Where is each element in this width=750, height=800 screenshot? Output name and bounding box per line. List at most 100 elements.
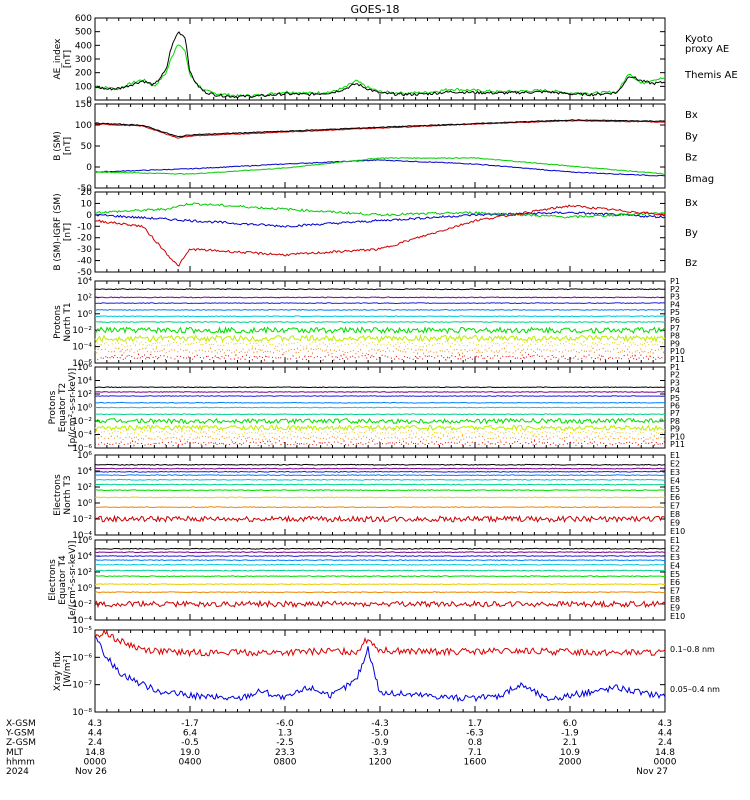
panel-frame — [94, 191, 666, 273]
ytick-label: 300 — [75, 55, 92, 65]
series-line-P2 — [94, 391, 666, 393]
series-line-Kyoto proxy AE — [94, 44, 666, 98]
series-line-E9 — [95, 506, 665, 509]
axis-label: B (SM)-IGRF (SM) — [53, 193, 63, 270]
ytick-label: 0 — [86, 211, 92, 221]
ytick-label: -50 — [77, 268, 92, 278]
series-line-E7 — [94, 575, 666, 578]
axis-cell: 0800 — [274, 757, 297, 767]
ytick-label: 10⁻⁷ — [72, 681, 92, 691]
legend-label: P11 — [670, 440, 685, 449]
axis-cell: -5.0 — [371, 729, 389, 739]
axis-cell: -1.9 — [561, 729, 579, 739]
legend-label: E3 — [670, 468, 680, 477]
legend-label: P5 — [670, 308, 680, 317]
axis-label: B (SM) — [53, 131, 63, 161]
legend-label: E6 — [670, 493, 680, 502]
axis-cell: 2000 — [559, 757, 582, 767]
axis-label: North T3 — [63, 475, 73, 514]
ytick-label: 10⁶ — [77, 536, 92, 546]
series-line-E10 — [94, 514, 666, 524]
panel-frame — [94, 629, 666, 713]
legend-label: E4 — [670, 561, 680, 570]
ytick-label: 0 — [86, 96, 92, 106]
row-label: 2024 — [6, 767, 29, 777]
ytick-label: 500 — [75, 28, 92, 38]
ytick-label: 10⁻² — [72, 600, 92, 610]
axis-cell: 7.1 — [468, 748, 482, 758]
panel-ee: 10⁶ 10⁴ 10² 10⁰ 10⁻² 10⁻⁴ Electrons Equator T4[… — [48, 536, 685, 626]
row-label: hhmm — [6, 757, 35, 767]
series-line-E6 — [94, 569, 666, 572]
legend-label: Kyoto — [685, 34, 713, 45]
series-line-0.1–0.8 nm — [94, 628, 666, 658]
axis-label: [e/(cm²-s-sr-keV)] — [68, 541, 78, 620]
axis-cell: 0000 — [654, 757, 677, 767]
ytick-label: 100 — [75, 121, 92, 131]
legend: Bx By Bz Bmag — [685, 110, 714, 185]
series-line-P5 — [94, 315, 666, 318]
series-line-Bz — [94, 119, 666, 139]
axis-cell: 10.9 — [560, 748, 580, 758]
legend-label: By — [685, 131, 698, 142]
series-line-P7 — [94, 417, 666, 425]
ytick-label: 10⁻⁵ — [72, 626, 92, 636]
series-line-P8 — [94, 424, 666, 432]
legend-label: E6 — [670, 578, 680, 587]
ytick-label: 10⁴ — [77, 552, 92, 562]
axis-cell: 1600 — [464, 757, 487, 767]
legend-label: E5 — [670, 485, 680, 494]
axis-label: [nT] — [63, 137, 73, 155]
axis-label: AE_index — [53, 38, 63, 80]
ytick-label: 10⁻⁴ — [72, 343, 92, 353]
axis-cell: 23.3 — [275, 748, 295, 758]
ytick-label: 10⁴ — [77, 277, 92, 287]
ytick-label: 10⁻⁸ — [72, 708, 92, 718]
ytick-label: 0 — [86, 163, 92, 173]
ytick-label: 10⁻⁴ — [72, 531, 92, 541]
series-line-P11 — [94, 439, 666, 447]
legend-label: P11 — [670, 355, 685, 364]
series-line-P10 — [94, 434, 666, 442]
ytick-label: 10⁰ — [77, 499, 92, 509]
axis-cell: 0400 — [179, 757, 202, 767]
axis-cell: 6.4 — [183, 729, 198, 739]
legend-label: P7 — [670, 324, 680, 333]
axis-cell: -6.0 — [276, 719, 294, 729]
legend-label: P6 — [670, 402, 680, 411]
ytick-label: 10 — [81, 199, 93, 209]
series-line-E7 — [94, 489, 665, 492]
axis-cell: 1200 — [369, 757, 392, 767]
axis-cell: 4.3 — [658, 719, 672, 729]
legend-label: Bz — [685, 258, 697, 269]
axis-label: Electrons — [48, 559, 58, 601]
series-line-By — [94, 202, 666, 219]
ytick-label: 10⁻⁴ — [72, 616, 92, 626]
series-line-Themis AE — [94, 31, 666, 99]
axis-cell: 1.3 — [278, 729, 292, 739]
row-label: Y-GSM — [5, 729, 34, 739]
axis-cell: 1.7 — [468, 719, 482, 729]
ytick-label: 10⁻⁶ — [72, 653, 92, 663]
legend-label: By — [685, 228, 698, 239]
series-line-P6 — [94, 321, 666, 323]
series-line-E1 — [94, 463, 666, 466]
series-line-P2 — [94, 296, 666, 299]
plot-title: GOES-18 — [350, 3, 399, 16]
axis-cell: -4.3 — [371, 719, 389, 729]
ytick-label: -40 — [77, 257, 92, 267]
axis-cell: Nov 27 — [636, 767, 668, 777]
series-line-E8 — [94, 583, 666, 586]
axis-label: [W/m²] — [63, 655, 73, 686]
axis-label: Equator T4 — [58, 555, 68, 605]
legend-label: Bx — [685, 198, 698, 209]
legend: 0.1–0.8 nm 0.05–0.4 nm — [670, 645, 720, 694]
legend-label: E4 — [670, 476, 680, 485]
ytick-label: 50 — [81, 142, 93, 152]
